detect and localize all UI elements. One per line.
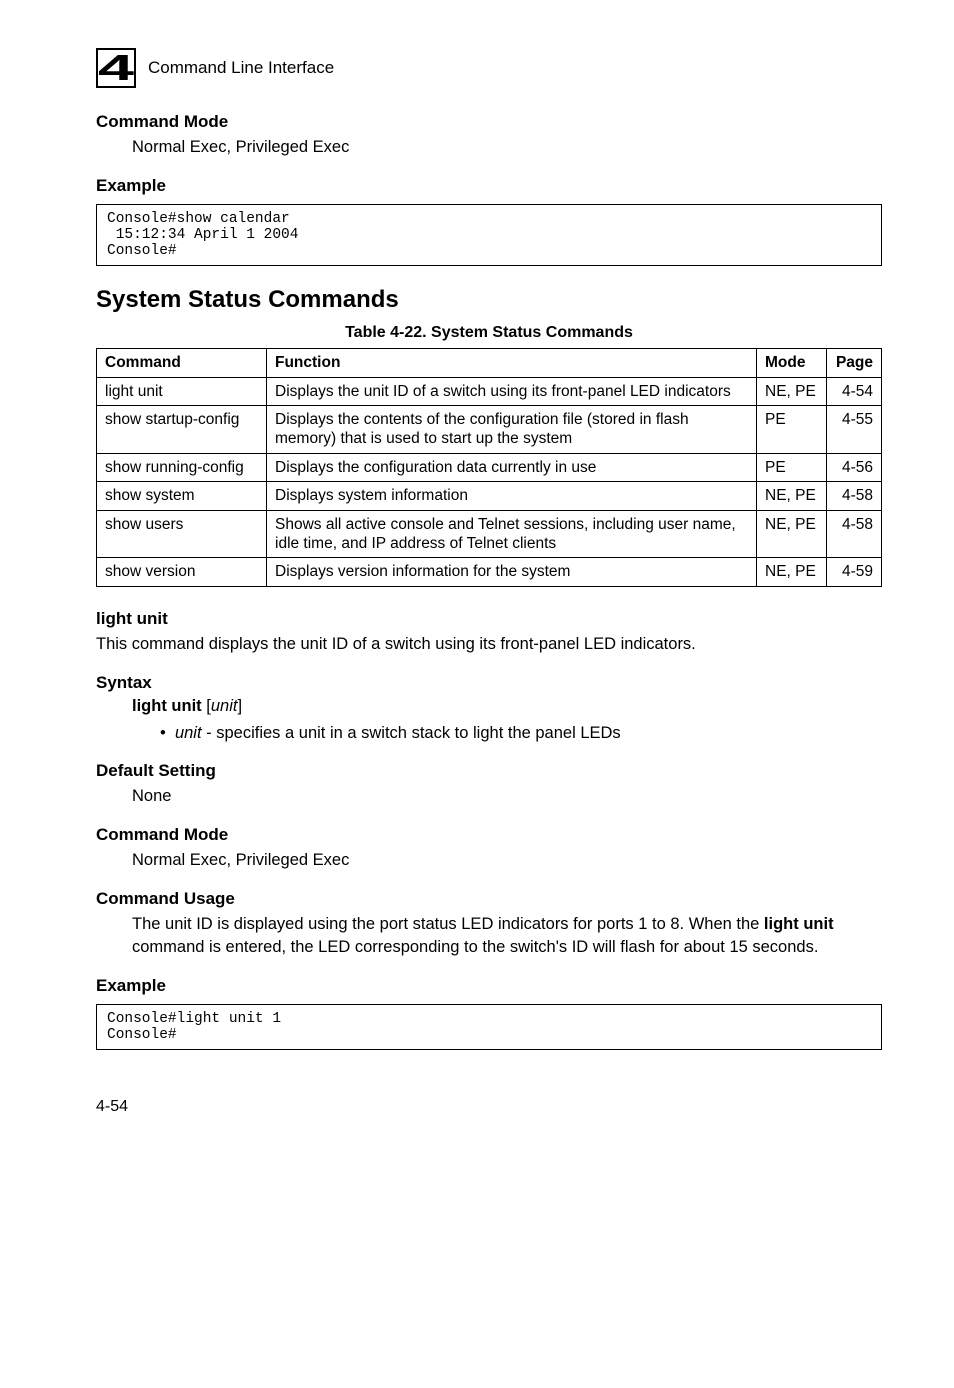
- page-number: 4-54: [96, 1098, 882, 1116]
- syntax-bullet: • unit - specifies a unit in a switch st…: [160, 724, 882, 743]
- cell: 4-58: [827, 510, 882, 558]
- cell: PE: [757, 453, 827, 481]
- cell: Displays the configuration data currentl…: [267, 453, 757, 481]
- cell: show version: [97, 558, 267, 586]
- table-header-row: Command Function Mode Page: [97, 349, 882, 377]
- th-mode: Mode: [757, 349, 827, 377]
- default-setting-title: Default Setting: [96, 761, 882, 781]
- table-row: show version Displays version informatio…: [97, 558, 882, 586]
- header-text: Command Line Interface: [148, 58, 334, 78]
- example-title: Example: [96, 976, 882, 996]
- cell: 4-59: [827, 558, 882, 586]
- syntax-line: light unit [unit]: [132, 697, 882, 716]
- syntax-arg: unit: [211, 697, 238, 715]
- command-mode-title: Command Mode: [96, 112, 882, 132]
- cell: Displays the contents of the configurati…: [267, 406, 757, 454]
- code-block: Console#light unit 1 Console#: [96, 1004, 882, 1050]
- cell: Displays system information: [267, 482, 757, 510]
- chapter-icon: 4: [96, 48, 136, 88]
- command-description: This command displays the unit ID of a s…: [96, 633, 882, 655]
- chapter-number: 4: [98, 50, 134, 86]
- th-page: Page: [827, 349, 882, 377]
- cell: 4-58: [827, 482, 882, 510]
- syntax-title: Syntax: [96, 673, 882, 693]
- command-mode-title: Command Mode: [96, 825, 882, 845]
- bullet-rest: - specifies a unit in a switch stack to …: [202, 724, 621, 742]
- section-heading: System Status Commands: [96, 286, 882, 314]
- cell: show startup-config: [97, 406, 267, 454]
- table-row: show users Shows all active console and …: [97, 510, 882, 558]
- table-row: show system Displays system information …: [97, 482, 882, 510]
- usage-bold: light unit: [764, 915, 834, 933]
- table-row: show startup-config Displays the content…: [97, 406, 882, 454]
- example-title: Example: [96, 176, 882, 196]
- cell: 4-56: [827, 453, 882, 481]
- usage-pre: The unit ID is displayed using the port …: [132, 915, 764, 933]
- cell: show users: [97, 510, 267, 558]
- cell: NE, PE: [757, 377, 827, 405]
- page-header: 4 Command Line Interface: [96, 48, 882, 88]
- default-setting-body: None: [132, 785, 882, 807]
- cell: Shows all active console and Telnet sess…: [267, 510, 757, 558]
- command-usage-title: Command Usage: [96, 889, 882, 909]
- code-block: Console#show calendar 15:12:34 April 1 2…: [96, 204, 882, 266]
- cell: show running-config: [97, 453, 267, 481]
- cell: NE, PE: [757, 510, 827, 558]
- table-caption: Table 4-22. System Status Commands: [96, 324, 882, 342]
- cell: Displays version information for the sys…: [267, 558, 757, 586]
- cell: NE, PE: [757, 482, 827, 510]
- table-row: light unit Displays the unit ID of a swi…: [97, 377, 882, 405]
- th-function: Function: [267, 349, 757, 377]
- th-command: Command: [97, 349, 267, 377]
- usage-post: command is entered, the LED correspondin…: [132, 938, 818, 956]
- syntax-cmd: light unit: [132, 697, 202, 715]
- commands-table: Command Function Mode Page light unit Di…: [96, 348, 882, 586]
- command-name: light unit: [96, 609, 882, 629]
- table-row: show running-config Displays the configu…: [97, 453, 882, 481]
- bullet-arg: unit: [175, 724, 202, 742]
- command-mode-body: Normal Exec, Privileged Exec: [132, 849, 882, 871]
- cell: light unit: [97, 377, 267, 405]
- command-mode-body: Normal Exec, Privileged Exec: [132, 136, 882, 158]
- cell: 4-55: [827, 406, 882, 454]
- cell: NE, PE: [757, 558, 827, 586]
- syntax-bracket: ]: [237, 697, 242, 715]
- cell: PE: [757, 406, 827, 454]
- cell: 4-54: [827, 377, 882, 405]
- cell: show system: [97, 482, 267, 510]
- command-usage-body: The unit ID is displayed using the port …: [132, 913, 882, 958]
- cell: Displays the unit ID of a switch using i…: [267, 377, 757, 405]
